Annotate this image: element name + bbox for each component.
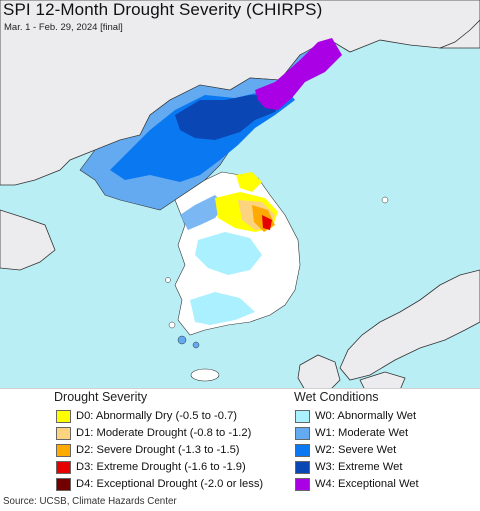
- map-canvas: [0, 0, 480, 390]
- land-japan-honshu: [339, 269, 480, 381]
- swatch-w2: [295, 443, 310, 457]
- legend-item-w3: W3: Extreme Wet: [295, 459, 402, 475]
- legend-label-d4: D4: Exceptional Drought (-2.0 or less): [76, 478, 264, 490]
- legend: Drought Severity Wet Conditions D0: Abno…: [0, 388, 480, 511]
- island-south-3: [168, 321, 176, 329]
- swatch-d4: [56, 477, 71, 491]
- land-russia-east: [439, 19, 480, 49]
- swatch-w1: [295, 426, 310, 440]
- drought-map: SPI 12-Month Drought Severity (CHIRPS) M…: [0, 0, 480, 390]
- region-sk-abnormally-wet: [195, 232, 262, 275]
- legend-item-d2: D2: Severe Drought (-1.3 to -1.5): [56, 442, 240, 458]
- legend-label-w1: W1: Moderate Wet: [315, 427, 409, 439]
- legend-item-w4: W4: Exceptional Wet: [295, 476, 419, 492]
- island-west-1: [165, 277, 171, 283]
- legend-wet-title: Wet Conditions: [294, 390, 379, 404]
- region-sk-moderate-wet: [180, 195, 225, 230]
- swatch-w4: [295, 477, 310, 491]
- island-south-1: [177, 335, 187, 345]
- swatch-w3: [295, 460, 310, 474]
- legend-item-d4: D4: Exceptional Drought (-2.0 or less): [56, 476, 263, 492]
- legend-label-d3: D3: Extreme Drought (-1.6 to -1.9): [76, 461, 246, 473]
- region-nk-extreme-wet: [175, 95, 285, 140]
- legend-item-w1: W1: Moderate Wet: [295, 425, 408, 441]
- island-ulleung: [381, 196, 389, 204]
- land-china-west: [0, 209, 56, 271]
- island-jeju: [190, 368, 220, 382]
- swatch-d1: [56, 426, 71, 440]
- map-title: SPI 12-Month Drought Severity (CHIRPS): [3, 0, 323, 19]
- legend-item-d1: D1: Moderate Drought (-0.8 to -1.2): [56, 425, 251, 441]
- legend-item-d0: D0: Abnormally Dry (-0.5 to -0.7): [56, 408, 237, 424]
- legend-label-w3: W3: Extreme Wet: [315, 461, 403, 473]
- swatch-d3: [56, 460, 71, 474]
- legend-label-w0: W0: Abnormally Wet: [315, 410, 417, 422]
- legend-label-d0: D0: Abnormally Dry (-0.5 to -0.7): [76, 410, 238, 422]
- swatch-w0: [295, 409, 310, 423]
- legend-item-d3: D3: Extreme Drought (-1.6 to -1.9): [56, 459, 246, 475]
- region-nk-exceptional-wet: [255, 38, 342, 110]
- source-credit: Source: UCSB, Climate Hazards Center: [3, 496, 177, 507]
- map-subtitle: Mar. 1 - Feb. 29, 2024 [final]: [4, 22, 123, 33]
- region-sk-dry-spot: [236, 172, 262, 192]
- legend-label-d2: D2: Severe Drought (-1.3 to -1.5): [76, 444, 240, 456]
- swatch-d2: [56, 443, 71, 457]
- legend-label-d1: D1: Moderate Drought (-0.8 to -1.2): [76, 427, 252, 439]
- land-japan-kyushu: [297, 354, 341, 390]
- swatch-d0: [56, 409, 71, 423]
- legend-label-w4: W4: Exceptional Wet: [315, 478, 419, 490]
- region-sk-extreme-drought: [262, 215, 272, 230]
- legend-item-w2: W2: Severe Wet: [295, 442, 396, 458]
- legend-label-w2: W2: Severe Wet: [315, 444, 397, 456]
- legend-item-w0: W0: Abnormally Wet: [295, 408, 416, 424]
- island-south-2: [192, 341, 200, 349]
- region-sk-abnormally-wet-south: [190, 292, 255, 325]
- legend-drought-title: Drought Severity: [54, 390, 148, 404]
